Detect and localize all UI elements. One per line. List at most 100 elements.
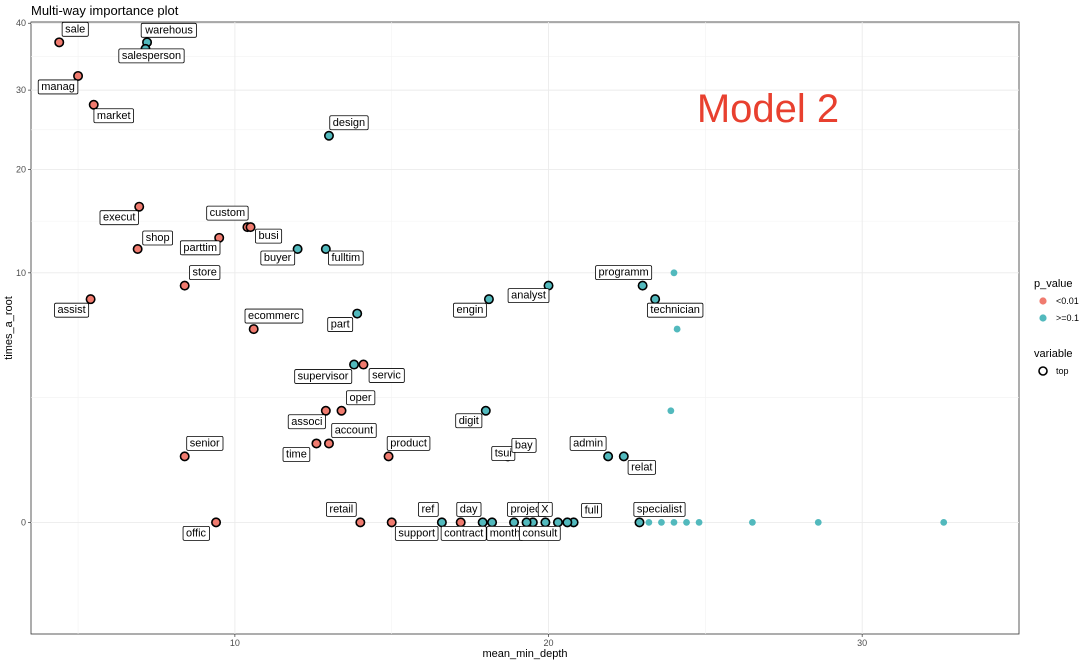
label-text: consult: [522, 527, 557, 539]
label-text: engin: [456, 304, 483, 316]
point-labels: sale warehous salesperson manag market design…: [37, 21, 704, 541]
label-parttim: parttim: [179, 240, 221, 256]
label-box: [93, 108, 134, 124]
point-servic: [358, 359, 369, 370]
legend-label: top: [1056, 366, 1069, 376]
point-digit: [480, 405, 491, 416]
label-design: design: [329, 115, 369, 131]
point-execut: [134, 201, 145, 212]
label-box: [61, 21, 89, 37]
label-text: buyer: [264, 252, 292, 264]
legend-key-low: [1039, 297, 1047, 305]
point: [670, 269, 678, 277]
point-ecommerc: [248, 324, 259, 335]
point-x: [552, 517, 563, 528]
label-text: part: [331, 319, 350, 331]
label-box: [54, 302, 90, 318]
label-text: programm: [599, 267, 649, 279]
label-specialist: specialist: [633, 501, 686, 517]
label-box: [327, 317, 354, 332]
label-box: [179, 240, 221, 256]
label-box: [537, 501, 553, 517]
point-month: [487, 517, 498, 528]
point: [670, 518, 678, 526]
point-fulltim: [320, 243, 331, 254]
point-technician: [650, 294, 661, 305]
axis-ticks: 10 20 30 0 10 20 30 40: [16, 18, 867, 648]
label-text: X: [541, 503, 549, 515]
label-text: execut: [103, 212, 135, 224]
label-text: supervisor: [298, 371, 349, 383]
label-text: parttim: [183, 242, 217, 254]
label-box: [294, 369, 353, 384]
label-text: analyst: [511, 290, 546, 302]
label-box: [633, 501, 686, 517]
point-engin: [483, 294, 494, 305]
point: [540, 517, 551, 528]
label-text: full: [585, 504, 599, 516]
label-part: part: [327, 317, 354, 332]
label-text: fulltim: [331, 252, 360, 264]
point-assist: [85, 294, 96, 305]
point-busi: [245, 222, 256, 233]
label-box: [328, 250, 364, 266]
label-fulltim: fulltim: [328, 250, 364, 266]
point-offic: [211, 517, 222, 528]
point: [814, 518, 822, 526]
label-box: [260, 250, 296, 266]
label-project: project: [507, 501, 547, 517]
point-part: [352, 308, 363, 319]
point-sale: [54, 37, 65, 48]
label-text: retail: [329, 503, 353, 515]
label-box: [255, 228, 283, 244]
x-tick-label: 30: [857, 638, 867, 648]
point-relat: [618, 451, 629, 462]
point-day: [477, 517, 488, 528]
label-box: [394, 525, 439, 541]
chart-title: Multi-way importance plot: [31, 3, 179, 18]
point-design: [323, 130, 334, 141]
point-shop: [132, 243, 143, 254]
label-store: store: [189, 265, 221, 281]
label-text: account: [335, 424, 374, 436]
label-sale: sale: [61, 21, 89, 37]
label-text: bay: [515, 439, 533, 451]
legend-key-top: [1038, 366, 1048, 376]
label-manag: manag: [37, 79, 79, 95]
label-text: shop: [146, 232, 170, 244]
point-supervisor: [349, 359, 360, 370]
point-oper: [336, 405, 347, 416]
point: [645, 518, 653, 526]
plot-panel: [30, 21, 1020, 635]
label-text: admin: [573, 437, 603, 449]
label-text: specialist: [637, 503, 682, 515]
label-text: project: [511, 503, 544, 515]
label-analyst: analyst: [507, 288, 550, 304]
label-text: product: [390, 437, 427, 449]
point-retail: [355, 517, 366, 528]
x-axis-title: mean_min_depth: [482, 648, 567, 660]
label-text: servic: [372, 370, 401, 382]
point-buyer: [292, 243, 303, 254]
label-box: [569, 435, 607, 451]
y-tick-label: 0: [21, 517, 26, 527]
label-text: tsui: [495, 447, 512, 459]
label-box: [206, 205, 249, 221]
label-busi: busi: [255, 228, 283, 244]
x-tick-label: 10: [230, 638, 240, 648]
label-box: [581, 502, 603, 518]
point: [562, 517, 573, 528]
label-text: day: [460, 503, 478, 515]
label-digit: digit: [455, 413, 483, 429]
label-text: warehous: [144, 24, 193, 36]
point-product: [383, 451, 394, 462]
label-product: product: [386, 435, 431, 451]
label-consult: consult: [519, 525, 561, 541]
point-programm: [637, 280, 648, 291]
point-admin: [603, 451, 614, 462]
point: [658, 518, 665, 526]
label-text: store: [192, 267, 216, 279]
label-text: digit: [459, 415, 479, 427]
label-box: [440, 525, 487, 541]
point-specialist: [634, 517, 645, 528]
